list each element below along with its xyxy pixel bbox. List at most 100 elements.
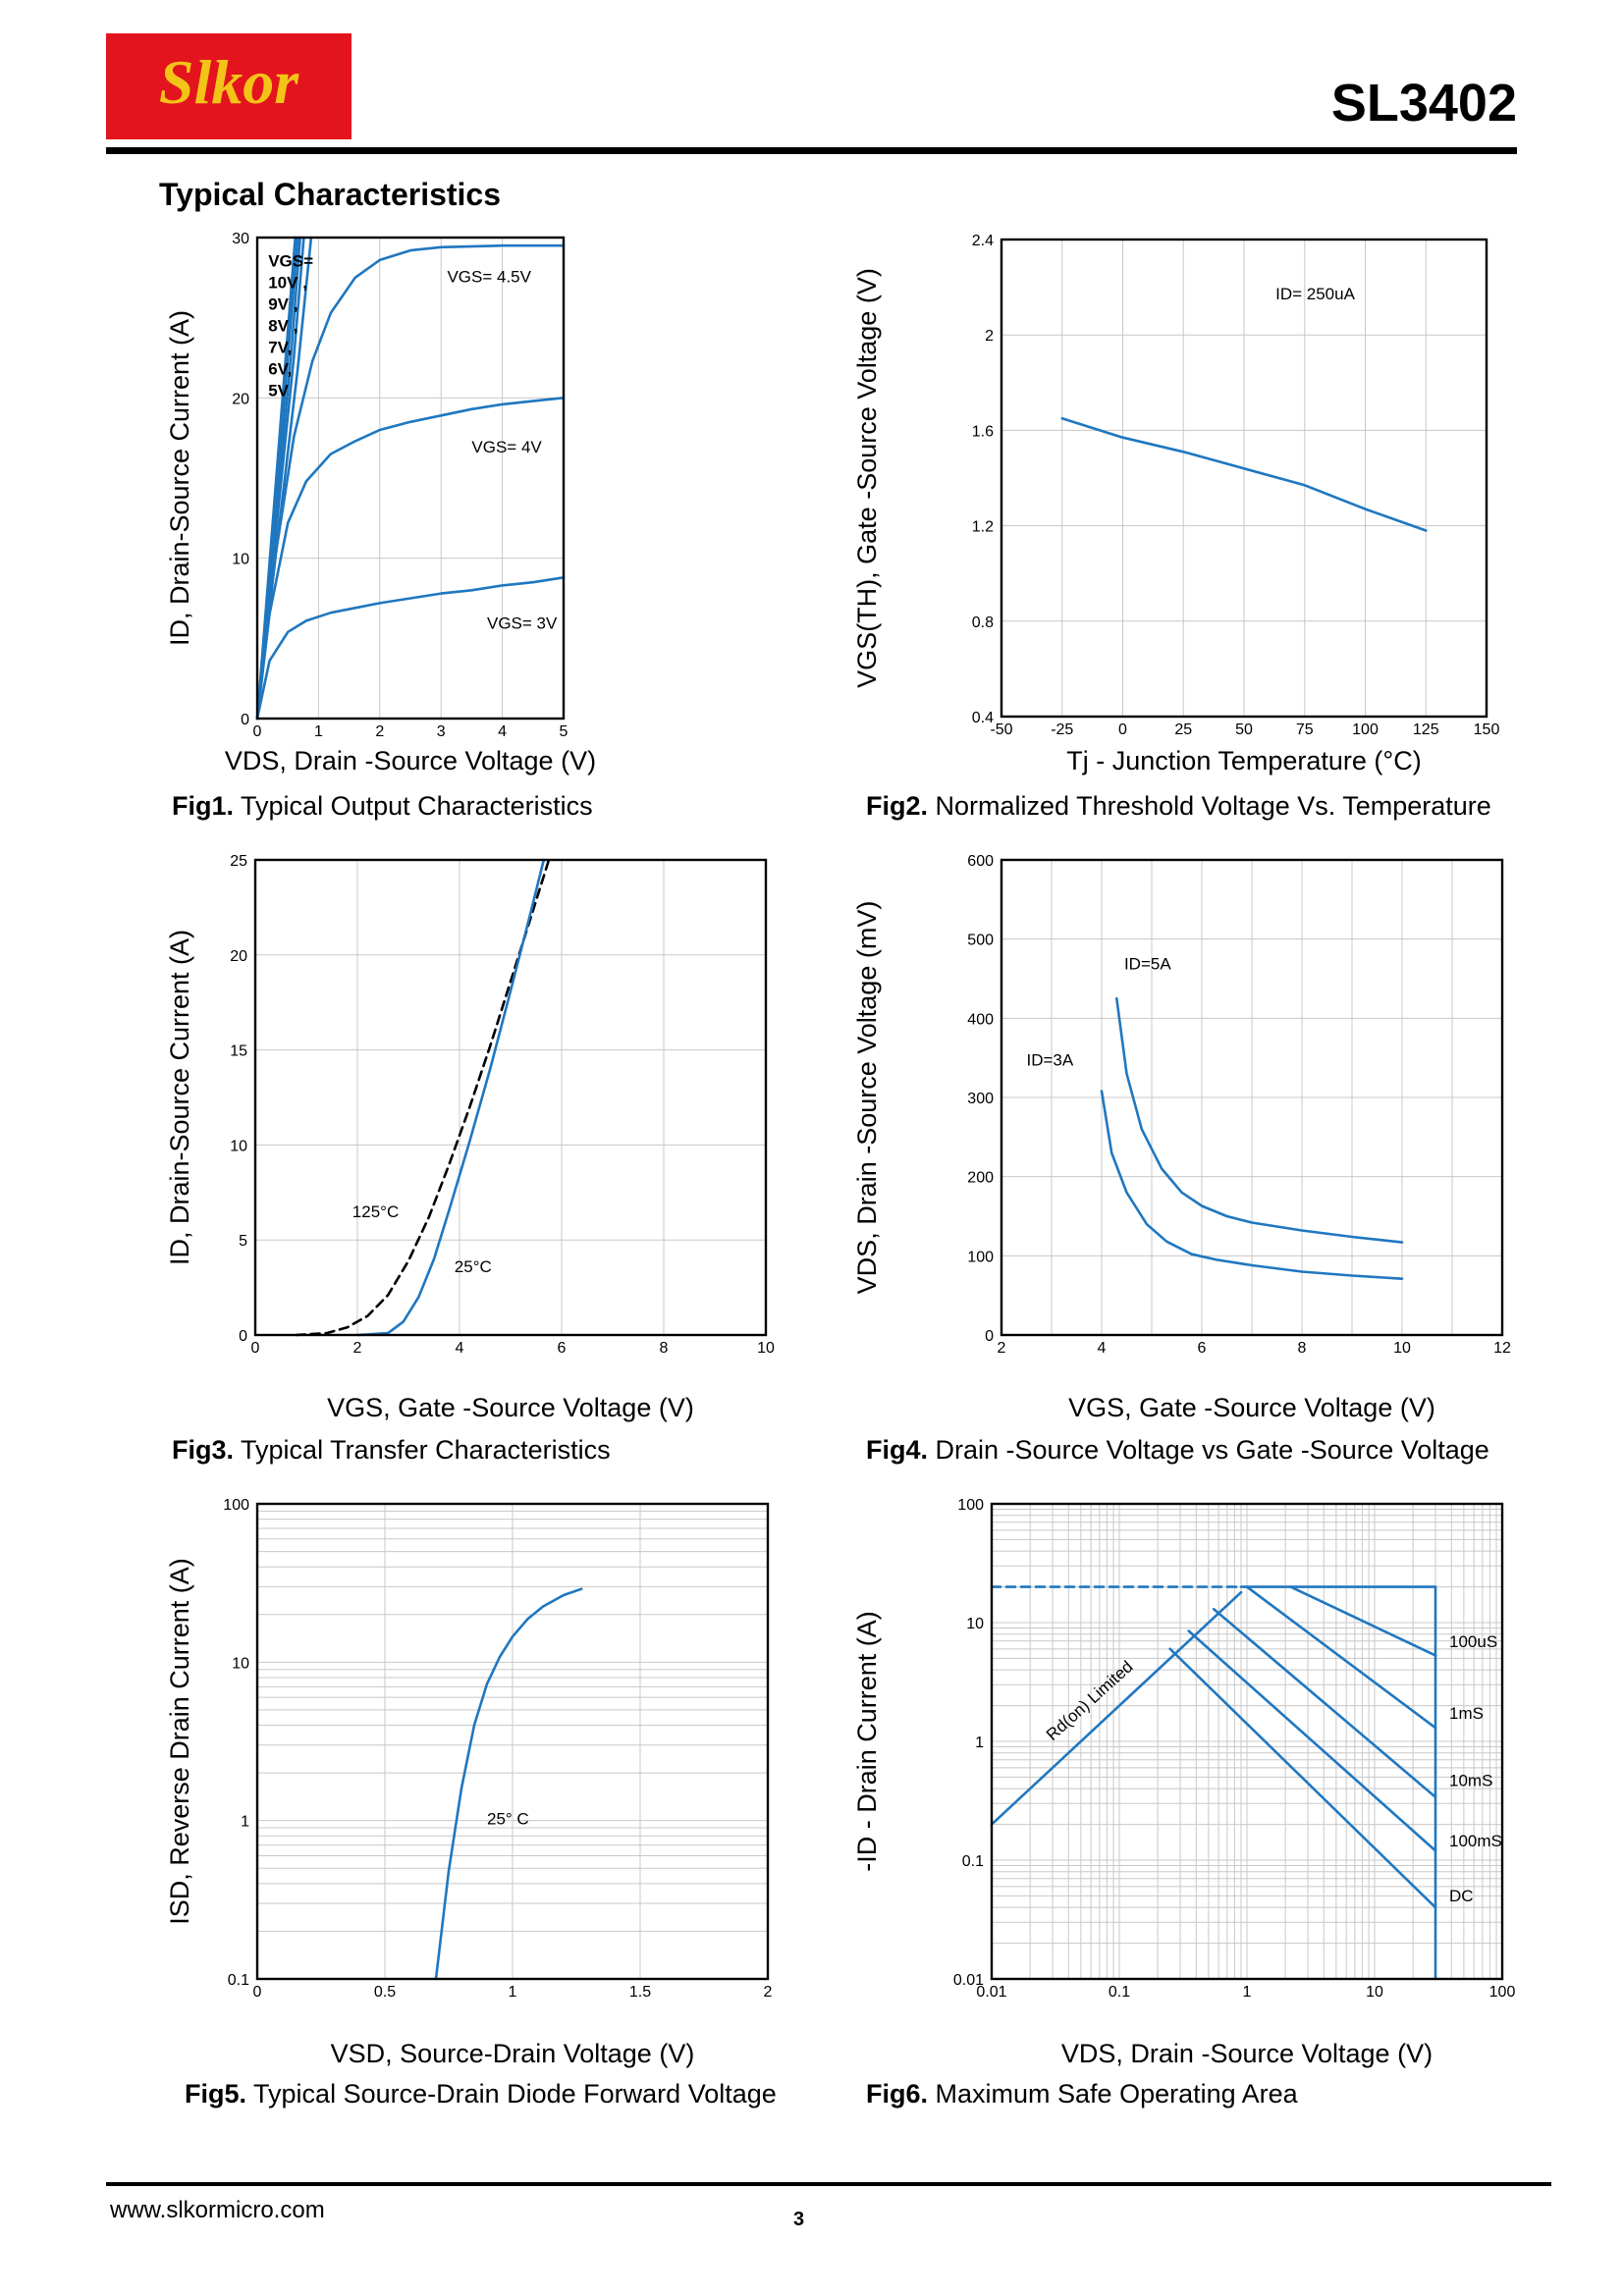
part-number: SL3402 xyxy=(1330,74,1517,133)
plot-frame xyxy=(255,236,566,721)
data-annotation: ID=3A xyxy=(1027,1051,1074,1070)
series-line xyxy=(1100,1090,1404,1280)
data-annotation: 10V , xyxy=(268,273,307,292)
data-annotation: 7V, xyxy=(268,338,292,356)
x-tick-label: 10 xyxy=(1366,1984,1383,2001)
y-tick-label: 2.4 xyxy=(972,233,994,249)
caption-fig6: Fig6. Maximum Safe Operating Area xyxy=(866,2079,1298,2109)
x-tick-label: 8 xyxy=(1298,1340,1307,1357)
gridlines xyxy=(992,1504,1502,1979)
series-line xyxy=(295,858,551,1337)
gridlines xyxy=(255,859,767,1335)
x-tick-label: 2 xyxy=(353,1340,362,1357)
data-annotation: 5V xyxy=(268,381,289,400)
plot-frame xyxy=(1000,858,1504,1337)
y-tick-label: 25 xyxy=(230,853,247,870)
data-annotation: VGS= 4.5V xyxy=(447,268,531,287)
y-tick-label: 1 xyxy=(241,1814,249,1831)
data-annotation: ID=5A xyxy=(1124,954,1171,973)
chart-fig2: -50 -25 0 25 50 75 100 125 150 0.4 0.8 1.2 1.6 2 2.4 ID… xyxy=(852,232,1502,791)
y-tick-label: 1.6 xyxy=(972,423,994,440)
gridlines xyxy=(257,1504,769,1979)
x-tick-label: 4 xyxy=(498,723,507,740)
series-line xyxy=(1115,996,1404,1244)
y-tick-label: 1 xyxy=(975,1735,984,1751)
x-tick-label: 10 xyxy=(757,1340,775,1357)
y-axis-title: VDS, Drain -Source Voltage (mV) xyxy=(852,901,882,1295)
soa-label: 100uS xyxy=(1449,1632,1497,1651)
x-axis-title: VDS, Drain -Source Voltage (V) xyxy=(1061,2039,1433,2068)
x-tick-label: 10 xyxy=(1393,1340,1411,1357)
series-line xyxy=(1289,1585,1437,1657)
series-line xyxy=(1168,1647,1437,1909)
x-axis-title: Tj - Junction Temperature (°C) xyxy=(1066,746,1421,775)
series-line xyxy=(355,858,546,1337)
series-line xyxy=(434,1587,583,1981)
data-annotation: VGS= 4V xyxy=(471,438,542,456)
series-line xyxy=(1060,417,1428,532)
plot-frame xyxy=(990,1502,1504,1981)
x-tick-label: 1.5 xyxy=(629,1984,651,2001)
data-annotation: VGS= 3V xyxy=(487,614,558,633)
x-tick-label: 100 xyxy=(1489,1984,1516,2001)
x-tick-label: 6 xyxy=(1198,1340,1207,1357)
y-tick-label: 0.4 xyxy=(972,710,994,726)
x-tick-label: 2 xyxy=(375,723,384,740)
x-tick-label: 5 xyxy=(560,723,568,740)
footer-rule xyxy=(106,2182,1551,2186)
x-tick-label: 2 xyxy=(764,1984,773,2001)
soa-label: 1mS xyxy=(1449,1704,1484,1723)
fig1-svg: 0 1 2 3 4 5 0 10 20 30 VGS= 10V , 9V , 8V , 7V, 6V, 5V VG… xyxy=(165,231,596,775)
y-tick-label: 10 xyxy=(232,552,249,568)
y-tick-label: 100 xyxy=(223,1497,249,1514)
x-tick-label: 0 xyxy=(253,723,262,740)
fig3-svg: 0 2 4 6 8 10 0 5 10 15 20 25 125°C 25°C VGS, Gate -Sou… xyxy=(165,853,775,1422)
caption-fig4: Fig4. Drain -Source Voltage vs Gate -Sou… xyxy=(866,1435,1489,1465)
page-number: 3 xyxy=(793,2209,805,2230)
gridlines xyxy=(1001,859,1503,1335)
data-annotation: 8V , xyxy=(268,316,298,335)
chart-fig1: 0 1 2 3 4 5 0 10 20 30 VGS= 10V , 9V , 8V , 7V, 6V, 5V VG… xyxy=(155,231,784,791)
y-tick-label: 0 xyxy=(239,1328,247,1345)
y-axis-title: -ID - Drain Current (A) xyxy=(852,1611,882,1872)
fig5-svg: 0 0.5 1 1.5 2 0.1 1 10 100 25° C VSD, Source-Drain… xyxy=(165,1497,773,2068)
x-tick-label: 12 xyxy=(1493,1340,1511,1357)
y-axis-title: ID, Drain-Source Current (A) xyxy=(165,310,194,646)
series-line xyxy=(1245,1585,1437,1730)
header-rule xyxy=(106,147,1517,154)
x-tick-label: 6 xyxy=(558,1340,567,1357)
series-line xyxy=(1212,1607,1437,1798)
x-tick-label: 150 xyxy=(1474,721,1500,738)
fig4-svg: 2 4 6 8 10 12 0 100 200 300 400 500 600 ID=5A ID=3A VGS… xyxy=(852,853,1511,1422)
y-tick-label: 100 xyxy=(967,1249,994,1265)
x-axis-title: VDS, Drain -Source Voltage (V) xyxy=(225,746,596,775)
y-tick-label: 200 xyxy=(967,1170,994,1187)
y-tick-label: 600 xyxy=(967,853,994,870)
chart-fig4: 2 4 6 8 10 12 0 100 200 300 400 500 600 ID=5A ID=3A VGS… xyxy=(852,852,1511,1422)
y-tick-label: 0.8 xyxy=(972,614,994,631)
plot-frame xyxy=(1000,238,1488,719)
y-tick-label: 100 xyxy=(957,1497,984,1514)
x-tick-label: 100 xyxy=(1352,721,1379,738)
x-tick-label: 0.1 xyxy=(1109,1984,1130,2001)
x-tick-label: -50 xyxy=(990,721,1012,738)
section-title: Typical Characteristics xyxy=(159,177,502,212)
brand-logo: Slkor xyxy=(106,33,352,139)
y-axis-title: ID, Drain-Source Current (A) xyxy=(165,930,194,1265)
fig2-svg: -50 -25 0 25 50 75 100 125 150 0.4 0.8 1.2 1.6 2 2.4 ID… xyxy=(852,233,1500,775)
y-axis-title: VGS(TH), Gate -Source Voltage (V) xyxy=(852,268,882,688)
x-tick-label: 1 xyxy=(509,1984,517,2001)
y-tick-label: 20 xyxy=(230,948,247,965)
y-axis-title: ISD, Reverse Drain Current (A) xyxy=(165,1558,194,1925)
series-line xyxy=(255,243,566,721)
plot-frame xyxy=(255,1502,770,1981)
x-tick-label: 25 xyxy=(1174,721,1192,738)
y-tick-label: 500 xyxy=(967,933,994,949)
x-tick-label: 0 xyxy=(1118,721,1127,738)
data-annotation: ID= 250uA xyxy=(1275,285,1355,303)
y-tick-label: 0 xyxy=(241,712,249,728)
caption-fig2: Fig2. Normalized Threshold Voltage Vs. T… xyxy=(866,791,1491,821)
x-tick-label: 4 xyxy=(1098,1340,1107,1357)
x-tick-label: 75 xyxy=(1296,721,1314,738)
